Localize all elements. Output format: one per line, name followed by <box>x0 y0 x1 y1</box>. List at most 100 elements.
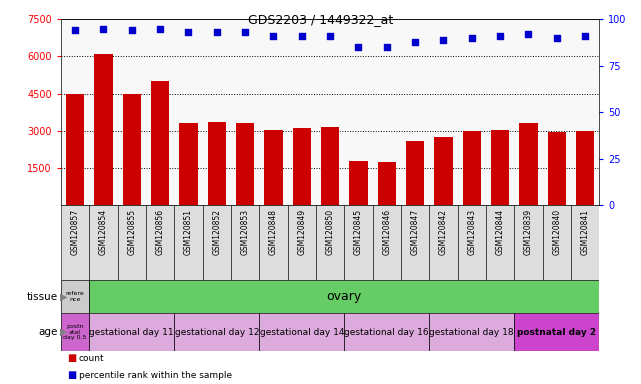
Bar <box>514 313 599 351</box>
Bar <box>259 205 288 280</box>
Text: GSM120856: GSM120856 <box>156 209 165 255</box>
Bar <box>491 130 510 205</box>
Point <box>240 29 250 35</box>
Text: refere
nce: refere nce <box>65 291 85 302</box>
Bar <box>146 205 174 280</box>
Text: GSM120853: GSM120853 <box>240 209 249 255</box>
Bar <box>94 54 113 205</box>
Text: ▶: ▶ <box>60 291 68 302</box>
Bar <box>89 205 117 280</box>
Text: GSM120845: GSM120845 <box>354 209 363 255</box>
Text: GSM120848: GSM120848 <box>269 209 278 255</box>
Bar <box>401 205 429 280</box>
Bar <box>514 205 543 280</box>
Bar <box>519 124 538 205</box>
Point <box>353 44 363 50</box>
Point <box>212 29 222 35</box>
Text: gestational day 18: gestational day 18 <box>429 328 514 337</box>
Bar <box>372 205 401 280</box>
Text: GSM120840: GSM120840 <box>553 209 562 255</box>
Bar <box>571 205 599 280</box>
Text: GSM120842: GSM120842 <box>439 209 448 255</box>
Text: postn
atal
day 0.5: postn atal day 0.5 <box>63 324 87 341</box>
Text: percentile rank within the sample: percentile rank within the sample <box>79 371 232 380</box>
Text: postnatal day 2: postnatal day 2 <box>517 328 596 337</box>
Bar <box>231 205 259 280</box>
Bar <box>179 124 197 205</box>
Text: ▶: ▶ <box>60 327 68 337</box>
Bar <box>174 205 203 280</box>
Bar <box>429 205 458 280</box>
Text: gestational day 16: gestational day 16 <box>344 328 429 337</box>
Text: GSM120843: GSM120843 <box>467 209 476 255</box>
Text: ■: ■ <box>67 353 76 363</box>
Text: GSM120851: GSM120851 <box>184 209 193 255</box>
Text: ovary: ovary <box>327 290 362 303</box>
Point <box>127 27 137 33</box>
Point <box>495 33 505 39</box>
Bar <box>486 205 514 280</box>
Text: tissue: tissue <box>26 291 58 302</box>
Text: GSM120849: GSM120849 <box>297 209 306 255</box>
Bar <box>89 313 174 351</box>
Text: GSM120854: GSM120854 <box>99 209 108 255</box>
Point <box>552 35 562 41</box>
Bar <box>264 130 283 205</box>
Text: age: age <box>38 327 58 337</box>
Text: GSM120844: GSM120844 <box>495 209 504 255</box>
Text: GSM120850: GSM120850 <box>326 209 335 255</box>
Bar <box>61 205 89 280</box>
Point <box>580 33 590 39</box>
Bar <box>547 132 566 205</box>
Point <box>467 35 477 41</box>
Text: gestational day 14: gestational day 14 <box>260 328 344 337</box>
Text: GSM120846: GSM120846 <box>382 209 391 255</box>
Bar <box>344 313 429 351</box>
Point <box>183 29 194 35</box>
Bar <box>321 127 339 205</box>
Bar <box>259 313 344 351</box>
Bar <box>117 205 146 280</box>
Bar <box>151 81 169 205</box>
Text: GSM120855: GSM120855 <box>128 209 137 255</box>
Point <box>438 36 449 43</box>
Text: ■: ■ <box>67 370 76 380</box>
Bar <box>576 131 594 205</box>
Bar <box>429 313 514 351</box>
Text: GSM120841: GSM120841 <box>581 209 590 255</box>
Bar <box>66 94 84 205</box>
Point <box>269 33 279 39</box>
Text: GDS2203 / 1449322_at: GDS2203 / 1449322_at <box>248 13 393 26</box>
Point <box>98 25 108 31</box>
Bar <box>61 280 89 313</box>
Bar <box>203 205 231 280</box>
Point <box>381 44 392 50</box>
Bar <box>463 131 481 205</box>
Bar <box>406 141 424 205</box>
Bar <box>434 137 453 205</box>
Bar <box>288 205 316 280</box>
Point <box>297 33 307 39</box>
Text: GSM120847: GSM120847 <box>411 209 420 255</box>
Bar <box>543 205 571 280</box>
Text: GSM120857: GSM120857 <box>71 209 79 255</box>
Bar <box>344 205 372 280</box>
Point <box>155 25 165 31</box>
Point <box>70 27 80 33</box>
Bar <box>236 124 254 205</box>
Text: gestational day 11: gestational day 11 <box>90 328 174 337</box>
Bar <box>458 205 486 280</box>
Bar <box>316 205 344 280</box>
Point <box>523 31 533 37</box>
Text: GSM120839: GSM120839 <box>524 209 533 255</box>
Bar <box>208 122 226 205</box>
Bar <box>349 161 368 205</box>
Bar <box>378 162 396 205</box>
Point <box>410 38 420 45</box>
Bar <box>61 313 89 351</box>
Bar <box>122 94 141 205</box>
Bar <box>174 313 259 351</box>
Bar <box>292 129 311 205</box>
Text: gestational day 12: gestational day 12 <box>174 328 259 337</box>
Point <box>325 33 335 39</box>
